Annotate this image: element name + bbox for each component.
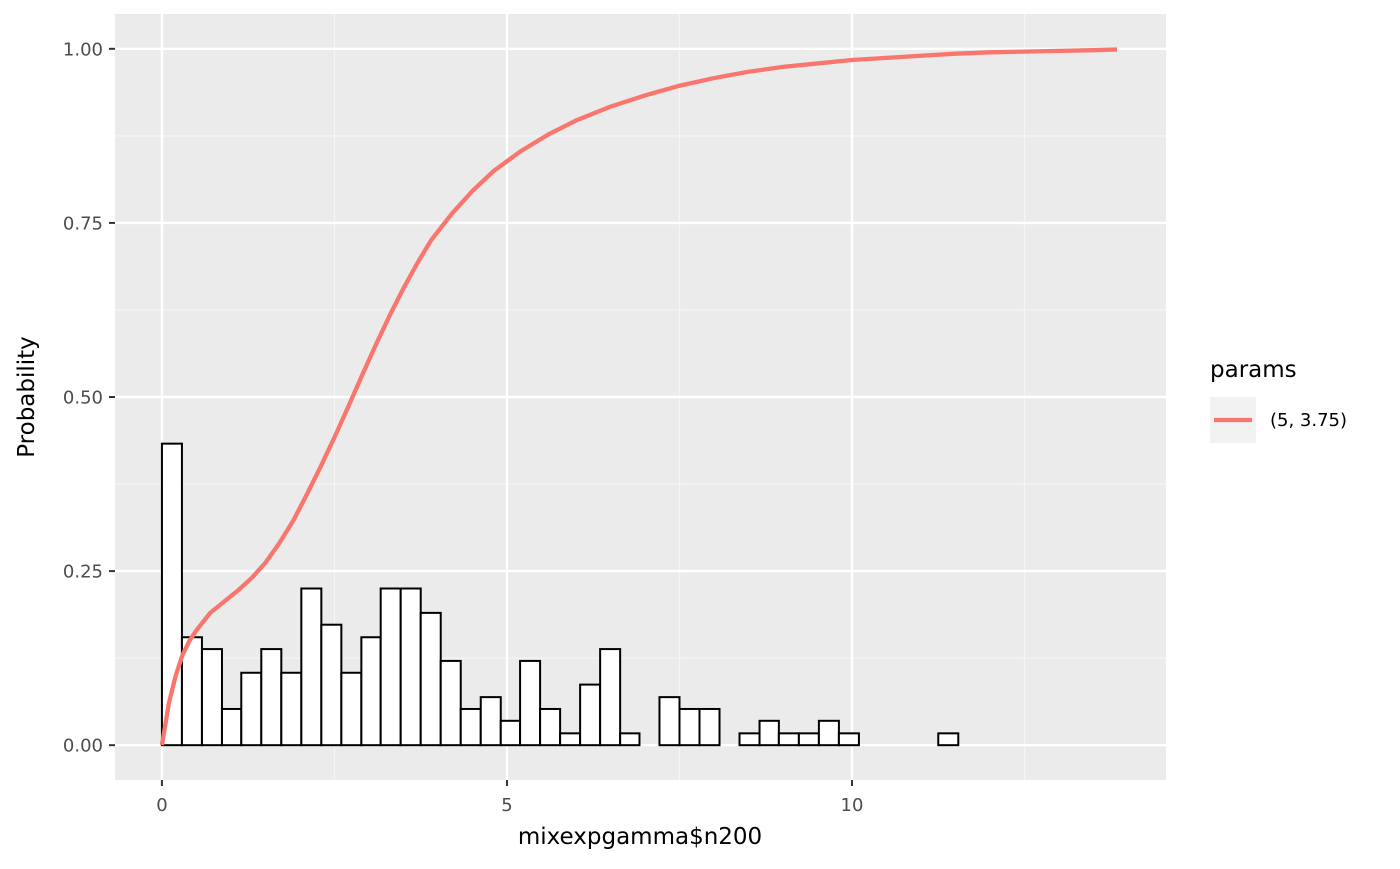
- histogram-bar: [220, 707, 243, 747]
- histogram-bar: [599, 648, 622, 747]
- histogram-bar: [240, 671, 263, 747]
- histogram-bar: [658, 696, 681, 747]
- x-axis-title: mixexpgamma$n200: [518, 824, 762, 850]
- y-tick-label: 0.25: [63, 562, 103, 583]
- histogram-bar: [479, 696, 502, 747]
- y-tick-label: 0.75: [63, 213, 103, 234]
- x-axis-ticks: 0 5 10: [156, 780, 863, 816]
- histogram-bar: [619, 732, 641, 747]
- y-tick-label: 0.50: [63, 388, 103, 409]
- histogram-bar: [817, 719, 840, 747]
- legend-title: params: [1210, 357, 1297, 383]
- histogram-bars: [160, 442, 960, 747]
- histogram-bar: [160, 442, 183, 747]
- histogram-bar: [499, 719, 522, 747]
- histogram-bar: [539, 707, 562, 747]
- x-tick-label: 0: [156, 795, 167, 816]
- y-axis-ticks: 0.00 0.25 0.50 0.75 1.00: [63, 39, 115, 757]
- histogram-bar: [419, 611, 442, 747]
- histogram-bar: [300, 587, 323, 747]
- histogram-bar: [260, 648, 283, 747]
- legend: params (5, 3.75): [1210, 357, 1347, 443]
- y-tick-label: 1.00: [63, 39, 103, 60]
- histogram-bar: [559, 732, 582, 747]
- histogram-bar: [579, 683, 602, 747]
- histogram-bar: [379, 587, 402, 747]
- series-lines: [159, 47, 1118, 746]
- histogram-bar: [797, 732, 820, 747]
- histogram-bar: [439, 659, 462, 747]
- histogram-bar: [360, 636, 382, 747]
- histogram-bar: [340, 671, 363, 747]
- histogram-bar: [459, 707, 482, 747]
- legend-entries: (5, 3.75): [1210, 397, 1347, 443]
- histogram-bar: [837, 732, 860, 747]
- histogram-bar: [678, 707, 701, 747]
- histogram-bar: [399, 587, 422, 747]
- histogram-bar: [777, 732, 800, 747]
- histogram-bar: [698, 707, 721, 747]
- series-line: [159, 47, 1118, 746]
- histogram-bar: [758, 719, 780, 747]
- histogram-bar: [519, 659, 542, 747]
- histogram-bar: [937, 732, 960, 747]
- y-axis-title: Probability: [14, 336, 40, 458]
- legend-label: (5, 3.75): [1270, 410, 1347, 431]
- x-tick-label: 10: [841, 795, 864, 816]
- histogram-bar: [320, 623, 343, 747]
- histogram-bar: [738, 732, 761, 747]
- histogram-bar: [200, 648, 223, 747]
- y-tick-label: 0.00: [63, 736, 103, 757]
- x-tick-label: 5: [501, 795, 512, 816]
- histogram-bar: [280, 671, 303, 747]
